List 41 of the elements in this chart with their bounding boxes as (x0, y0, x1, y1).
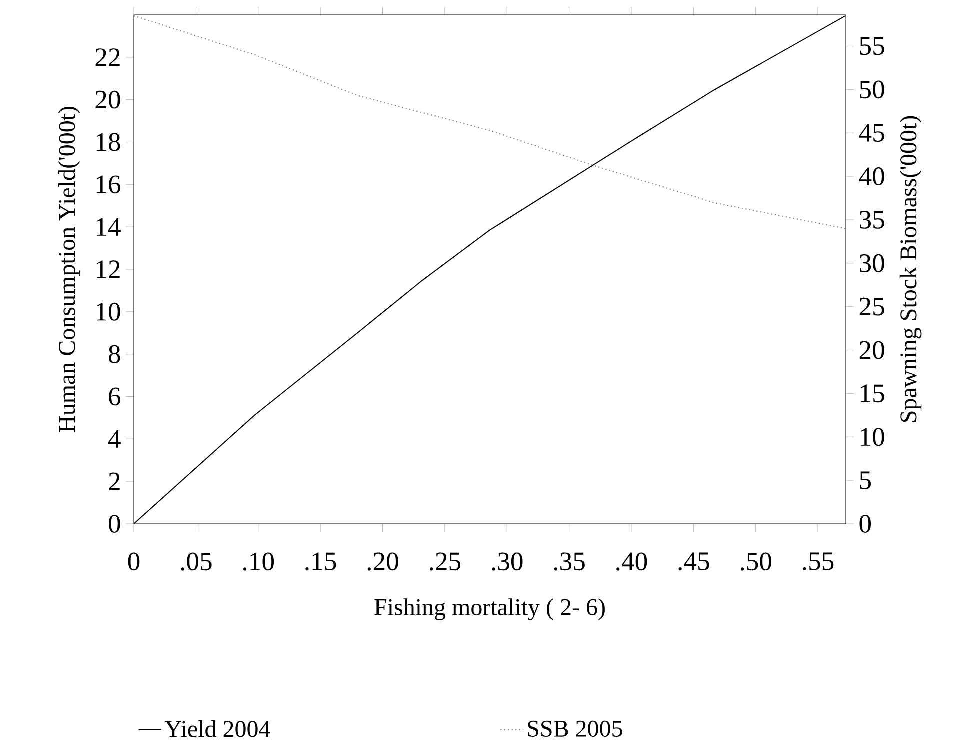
y-tick-label: 8 (108, 345, 120, 364)
y-tick-label: 6 (109, 388, 121, 406)
x-tick-label: .45 (678, 552, 710, 571)
x-tick-label: .15 (306, 552, 336, 571)
y2-axis-title: Spawning Stock Biomass('000t) (900, 116, 922, 422)
y-tick-label: 14 (96, 218, 121, 236)
y2-tick-label: 30 (860, 254, 884, 272)
y-tick-label: 20 (96, 90, 120, 109)
y-tick-label: 12 (96, 260, 120, 278)
y-tick-label: 22 (96, 48, 120, 66)
y2-tick-label: 55 (860, 37, 884, 56)
y-tick-label: 0 (108, 514, 120, 533)
x-tick-label: .55 (803, 552, 834, 571)
y2-tick-label: 50 (860, 80, 884, 99)
legend-label: Yield 2004 (165, 720, 270, 738)
x-tick-label: .40 (616, 552, 648, 571)
y2-tick-label: 25 (860, 298, 884, 316)
x-tick-label: .10 (243, 552, 274, 571)
y-axis-title: Human Consumption Yield('000t) (58, 107, 80, 432)
y2-tick-label: 20 (860, 341, 884, 360)
y-tick-label: 16 (96, 176, 121, 194)
y2-tick-label: 45 (859, 124, 884, 142)
x-axis-title: Fishing mortality ( 2- 6) (374, 598, 605, 620)
x-tick-label: .50 (740, 552, 772, 571)
x-tick-label: .05 (181, 552, 212, 571)
legend-label: SSB 2005 (528, 720, 622, 737)
y2-tick-label: 0 (860, 514, 872, 533)
y2-tick-label: 15 (861, 384, 884, 403)
x-tick-label: .35 (554, 552, 585, 571)
y-tick-label: 2 (109, 472, 120, 490)
x-tick-label: .30 (492, 552, 523, 571)
y2-tick-label: 10 (861, 428, 884, 446)
y-tick-label: 10 (96, 302, 120, 321)
y2-tick-label: 40 (859, 168, 884, 186)
x-tick-label: .25 (430, 552, 461, 571)
x-tick-label: .20 (368, 552, 398, 571)
y-tick-label: 18 (96, 133, 120, 152)
x-tick-label: 0 (128, 552, 140, 571)
y2-tick-label: 35 (860, 211, 884, 229)
y2-tick-label: 5 (860, 472, 872, 490)
y-tick-label: 4 (108, 430, 121, 448)
